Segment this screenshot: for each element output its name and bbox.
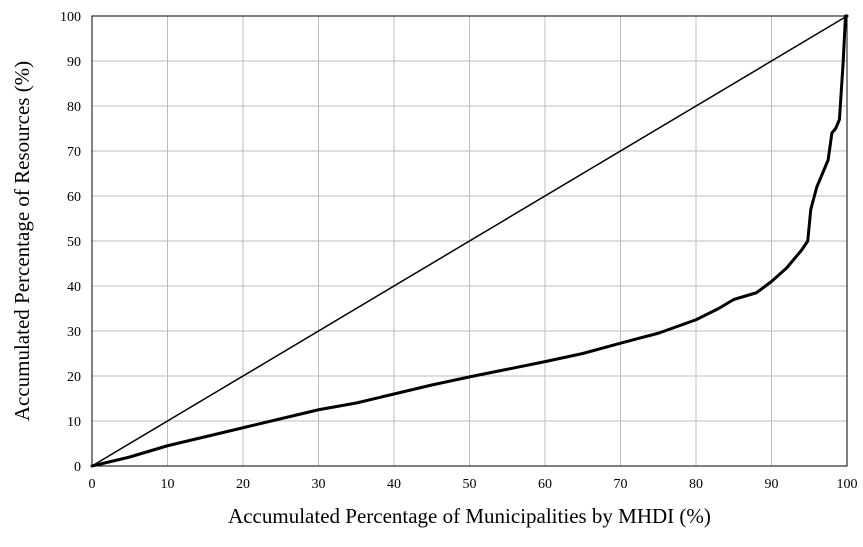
x-tick-label: 50 — [463, 477, 477, 492]
x-tick-label: 70 — [614, 477, 628, 492]
x-tick-label: 40 — [387, 477, 401, 492]
y-tick-label: 50 — [67, 235, 81, 250]
x-tick-label: 90 — [765, 477, 779, 492]
y-axis-label: Accumulated Percentage of Resources (%) — [10, 61, 34, 421]
x-tick-label: 60 — [538, 477, 552, 492]
y-tick-label: 10 — [67, 415, 81, 430]
x-tick-label: 30 — [312, 477, 326, 492]
y-axis-ticks: 0 10 20 30 40 50 60 70 80 90 100 — [60, 10, 81, 475]
x-axis-label: Accumulated Percentage of Municipalities… — [228, 504, 711, 528]
y-tick-label: 0 — [74, 460, 81, 475]
y-tick-label: 80 — [67, 100, 81, 115]
x-tick-label: 20 — [236, 477, 250, 492]
lorenz-curve-line — [90, 14, 849, 468]
y-tick-label: 40 — [67, 280, 81, 295]
x-axis-ticks: 0 10 20 30 40 50 60 70 80 90 100 — [89, 477, 858, 492]
y-tick-label: 30 — [67, 325, 81, 340]
y-tick-label: 60 — [67, 190, 81, 205]
y-tick-label: 70 — [67, 145, 81, 160]
y-tick-label: 90 — [67, 55, 81, 70]
x-tick-label: 0 — [89, 477, 96, 492]
x-tick-label: 10 — [161, 477, 175, 492]
equality-line — [91, 15, 848, 467]
series-group — [90, 14, 849, 468]
x-tick-label: 80 — [689, 477, 703, 492]
y-tick-label: 20 — [67, 370, 81, 385]
x-tick-label: 100 — [837, 477, 858, 492]
y-tick-label: 100 — [60, 10, 81, 25]
plot-frame — [91, 15, 848, 467]
